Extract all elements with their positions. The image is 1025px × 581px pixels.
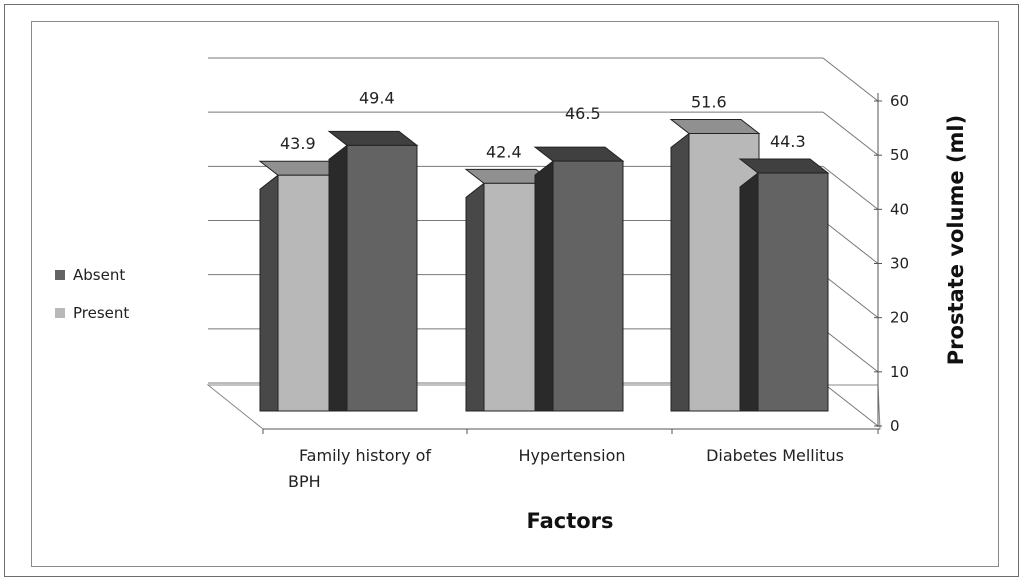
bar-side-absent-0 bbox=[328, 144, 348, 412]
category-label: Diabetes Mellitus bbox=[706, 446, 844, 465]
side-wall-gridline bbox=[822, 111, 879, 156]
x-axis: Family history of BPH Hypertension Diabetes… bbox=[262, 428, 880, 533]
x-axis-title: Factors bbox=[526, 509, 613, 533]
bar-side-present-0 bbox=[259, 174, 279, 412]
y-tick-label: 40 bbox=[890, 200, 909, 218]
bar-side-present-1 bbox=[465, 182, 485, 412]
y-tick-label: 20 bbox=[890, 309, 909, 327]
side-wall-gridline bbox=[822, 328, 879, 373]
data-labels: 43.9 49.4 42.4 46.5 51.6 44.3 bbox=[280, 88, 806, 161]
bar-side-present-2 bbox=[670, 132, 690, 412]
data-label-present: 43.9 bbox=[280, 134, 316, 153]
category-label: Hypertension bbox=[518, 446, 625, 465]
bar-top-absent-0 bbox=[327, 130, 419, 146]
bars bbox=[258, 119, 830, 412]
y-tick-label: 0 bbox=[890, 417, 900, 435]
y-tick-label: 10 bbox=[890, 363, 909, 381]
bar-side-absent-1 bbox=[534, 160, 554, 412]
side-wall-gridline bbox=[822, 220, 879, 264]
side-wall-gridline bbox=[822, 382, 879, 427]
y-tick-label: 60 bbox=[890, 92, 909, 110]
side-wall-gridline bbox=[822, 274, 879, 319]
y-tick-label: 50 bbox=[890, 146, 909, 164]
y-tick-label: 30 bbox=[890, 255, 909, 273]
category-label: BPH bbox=[288, 472, 321, 491]
legend-swatch bbox=[55, 308, 65, 318]
y-axis-title: Prostate volume (ml) bbox=[944, 115, 968, 365]
data-label-absent: 46.5 bbox=[565, 104, 601, 123]
side-wall-gridline bbox=[822, 165, 879, 210]
bar-top-absent-1 bbox=[533, 146, 625, 162]
data-label-present: 51.6 bbox=[691, 93, 727, 112]
bar-absent-0 bbox=[346, 144, 418, 412]
legend-label: Present bbox=[73, 304, 129, 322]
category-label: Family history of bbox=[299, 446, 431, 465]
chart-area-frame bbox=[31, 21, 999, 567]
bar-top-present-2 bbox=[669, 119, 761, 134]
data-label-absent: 44.3 bbox=[770, 132, 806, 151]
legend-swatch bbox=[55, 270, 65, 280]
outer-frame bbox=[4, 4, 1019, 577]
bar-absent-1 bbox=[552, 160, 624, 412]
bar-side-absent-2 bbox=[739, 172, 759, 412]
data-label-present: 42.4 bbox=[486, 142, 522, 161]
bar-absent-2 bbox=[757, 172, 829, 412]
data-label-absent: 49.4 bbox=[359, 88, 395, 107]
side-wall-gridline bbox=[822, 57, 879, 102]
y-axis: 0 10 20 30 40 50 60 Prostate volume (ml) bbox=[874, 92, 968, 435]
legend-label: Absent bbox=[73, 266, 125, 284]
legend: Absent Present bbox=[55, 266, 129, 322]
